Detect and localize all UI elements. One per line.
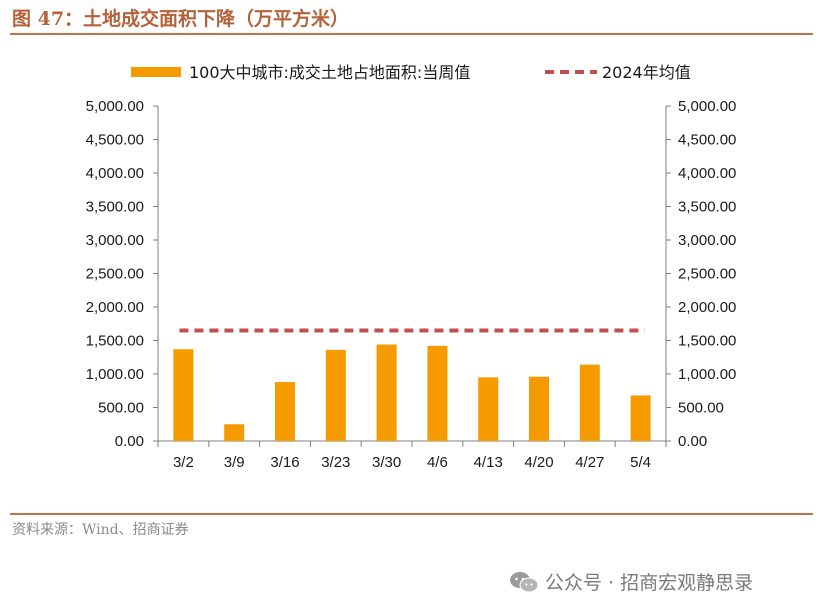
y-tick-label-right: 3,000.00 bbox=[678, 232, 736, 249]
y-tick-labels: 0.00 0.00 500.00 500.00 1,000.00 1,000.00 1,50… bbox=[86, 98, 737, 450]
legend-bar-label: 100大中城市:成交土地占地面积:当周值 bbox=[189, 63, 470, 82]
y-tick-label-left: 1,000.00 bbox=[86, 366, 144, 383]
y-tick-label-left: 3,000.00 bbox=[86, 232, 144, 249]
y-tick-label-right: 5,000.00 bbox=[678, 98, 736, 115]
watermark-text: 公众号 · 招商宏观静思录 bbox=[545, 572, 754, 594]
y-tick-label-left: 1,500.00 bbox=[86, 333, 144, 350]
bar bbox=[325, 349, 346, 441]
bar bbox=[224, 424, 245, 441]
bar bbox=[579, 364, 600, 441]
y-tick-label-left: 4,500.00 bbox=[86, 132, 144, 149]
x-tick-label: 4/27 bbox=[575, 454, 604, 471]
x-tick-label: 5/4 bbox=[630, 454, 651, 471]
y-tick-label-left: 2,000.00 bbox=[86, 299, 144, 316]
x-tick-label: 3/9 bbox=[224, 454, 245, 471]
y-tick-label-right: 3,500.00 bbox=[678, 199, 736, 216]
y-tick-label-left: 3,500.00 bbox=[86, 199, 144, 216]
source-note: 资料来源：Wind、招商证券 bbox=[12, 522, 189, 538]
y-tick-label-right: 4,500.00 bbox=[678, 132, 736, 149]
x-tick-labels: 3/2 3/9 3/16 3/23 3/30 4/6 4/13 4/20 4/27 5/4 bbox=[173, 454, 651, 471]
legend-avg-label: 2024年均值 bbox=[602, 63, 691, 82]
bar bbox=[376, 344, 397, 441]
watermark: 公众号 · 招商宏观静思录 bbox=[509, 568, 753, 595]
bar bbox=[529, 376, 549, 441]
legend: 100大中城市:成交土地占地面积:当周值 2024年均值 bbox=[131, 63, 691, 82]
y-tick-label-right: 1,000.00 bbox=[678, 366, 736, 383]
top-rule bbox=[10, 33, 813, 35]
legend-bar-swatch bbox=[131, 67, 181, 77]
x-tick-label: 4/6 bbox=[427, 454, 448, 471]
y-tick-label-left: 4,000.00 bbox=[86, 165, 144, 182]
figure-title: 图 47：土地成交面积下降（万平方米） bbox=[12, 8, 350, 30]
y-tick-label-right: 1,500.00 bbox=[678, 333, 736, 350]
x-tick-label: 3/2 bbox=[173, 454, 194, 471]
x-tick-label: 3/30 bbox=[372, 454, 401, 471]
x-tick-label: 3/16 bbox=[270, 454, 299, 471]
bar-chart: 100大中城市:成交土地占地面积:当周值 2024年均值 3/2 3/9 3/16 3… bbox=[86, 63, 737, 471]
y-tick-label-right: 500.00 bbox=[678, 400, 724, 417]
bars bbox=[173, 344, 651, 441]
x-tick-label: 3/23 bbox=[321, 454, 350, 471]
y-tick-label-left: 2,500.00 bbox=[86, 266, 144, 283]
y-tick-label-right: 2,000.00 bbox=[678, 299, 736, 316]
y-tick-label-right: 0.00 bbox=[678, 433, 707, 450]
y-tick-label-left: 500.00 bbox=[98, 400, 144, 417]
bar bbox=[427, 345, 448, 441]
y-tick-label-left: 0.00 bbox=[115, 433, 144, 450]
x-tick-label: 4/13 bbox=[474, 454, 503, 471]
bar bbox=[630, 395, 651, 441]
x-tick-label: 4/20 bbox=[524, 454, 553, 471]
bar bbox=[173, 349, 194, 441]
bar bbox=[275, 382, 295, 441]
bottom-rule bbox=[10, 513, 813, 515]
y-tick-label-right: 4,000.00 bbox=[678, 165, 736, 182]
wechat-icon bbox=[510, 571, 539, 592]
y-tick-label-right: 2,500.00 bbox=[678, 266, 736, 283]
y-tick-label-left: 5,000.00 bbox=[86, 98, 144, 115]
bar bbox=[478, 377, 499, 441]
